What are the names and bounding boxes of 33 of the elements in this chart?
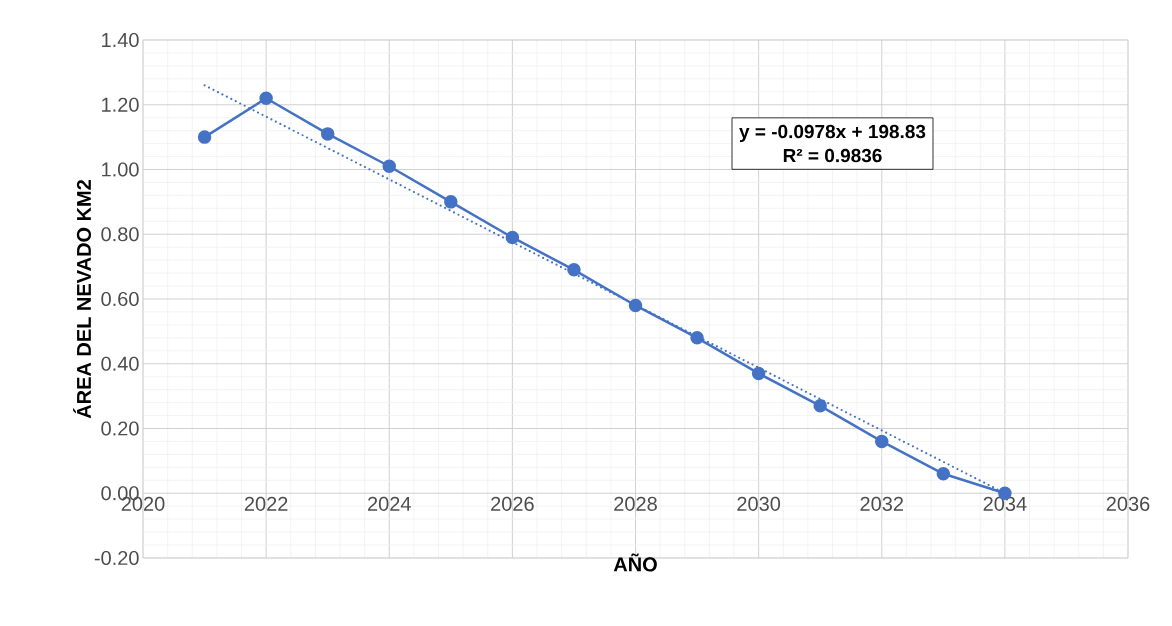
point xyxy=(813,399,827,413)
x-tick-label: 2034 xyxy=(983,496,1027,511)
annotation: R² = 0.9836 xyxy=(783,148,882,163)
point xyxy=(197,130,212,144)
y-tick-label: 1.20 xyxy=(102,97,139,112)
point xyxy=(444,195,458,209)
x-tick-label: 2030 xyxy=(737,496,781,511)
point xyxy=(875,434,889,449)
point xyxy=(936,467,951,481)
point xyxy=(259,91,273,106)
point xyxy=(751,366,766,381)
y-tick-label: 0.20 xyxy=(101,421,139,436)
y-tick-label: 1.40 xyxy=(102,32,139,48)
x-tick-label: 2032 xyxy=(860,496,903,511)
point xyxy=(505,230,520,245)
x-axis-title: AÑO xyxy=(613,553,657,572)
y-tick-label: 0.80 xyxy=(101,227,139,242)
y-tick-label: -0.20 xyxy=(94,550,139,566)
x-tick-label: 2026 xyxy=(491,496,534,511)
x-tick-label: 2022 xyxy=(244,496,288,511)
x-tick-label: 2028 xyxy=(614,496,657,511)
y-tick-label: 1.00 xyxy=(102,162,139,177)
y-axis-title: ÁREA DEL NEVADO KM2 xyxy=(73,180,92,419)
x-tick-label: 2036 xyxy=(1106,496,1150,511)
annotation: y = -0.0978x + 198.83 xyxy=(739,124,926,143)
point xyxy=(320,127,335,141)
point xyxy=(690,331,704,345)
y-tick-label: 0.60 xyxy=(101,291,139,307)
point xyxy=(628,298,643,313)
point xyxy=(567,263,581,277)
x-tick-label: 2024 xyxy=(368,496,411,511)
point xyxy=(382,159,397,173)
y-tick-label: 0.40 xyxy=(101,356,139,371)
